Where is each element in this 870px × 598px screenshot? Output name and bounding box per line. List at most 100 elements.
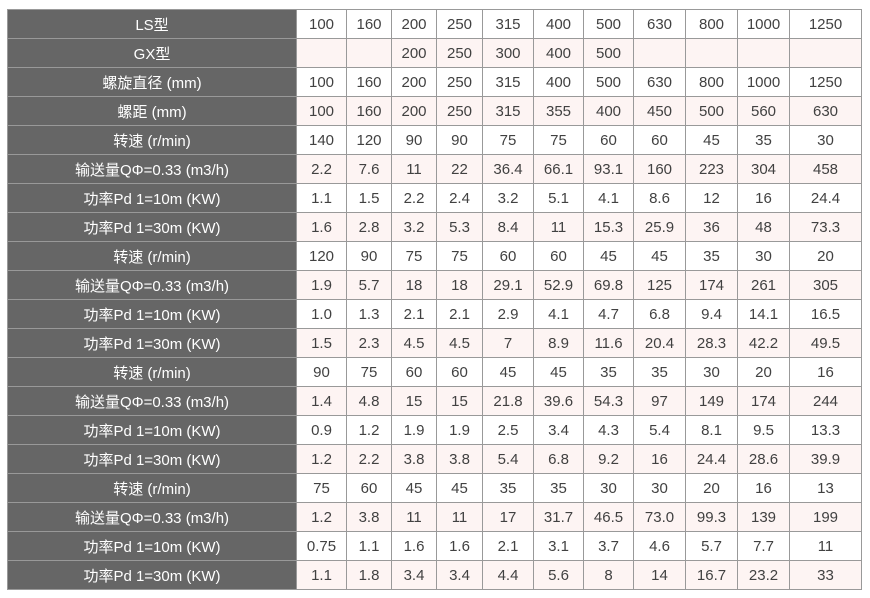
cell: 1000	[737, 67, 790, 97]
cell: 7.6	[346, 154, 392, 184]
cell: 35	[685, 241, 738, 271]
cell: 1.5	[346, 183, 392, 213]
cell: 18	[391, 270, 437, 300]
cell: 45	[391, 473, 437, 503]
cell: 7.7	[737, 531, 790, 561]
cell: 35	[482, 473, 534, 503]
cell: 20	[685, 473, 738, 503]
row-label: LS型	[7, 9, 297, 39]
row-label: 转速 (r/min)	[7, 357, 297, 387]
cell: 630	[633, 9, 686, 39]
cell: 1.1	[296, 560, 347, 590]
cell: 13	[789, 473, 862, 503]
cell: 199	[789, 502, 862, 532]
cell: 15.3	[583, 212, 634, 242]
cell: 500	[583, 9, 634, 39]
cell: 560	[737, 96, 790, 126]
row-label: 功率Pd 1=30m (KW)	[7, 444, 297, 474]
table-row: 转速 (r/min) 75 60 45 45 35 35 30 30 20 16 13	[7, 473, 862, 503]
cell: 160	[346, 96, 392, 126]
cell: 1.9	[391, 415, 437, 445]
cell: 2.1	[436, 299, 483, 329]
cell: 2.2	[346, 444, 392, 474]
cell: 3.2	[391, 212, 437, 242]
cell: 1.9	[296, 270, 347, 300]
cell: 139	[737, 502, 790, 532]
cell: 30	[583, 473, 634, 503]
cell: 66.1	[533, 154, 584, 184]
cell: 400	[583, 96, 634, 126]
cell: 9.2	[583, 444, 634, 474]
cell: 1.6	[296, 212, 347, 242]
cell: 458	[789, 154, 862, 184]
cell: 7	[482, 328, 534, 358]
cell: 28.6	[737, 444, 790, 474]
cell: 174	[685, 270, 738, 300]
row-label: 功率Pd 1=30m (KW)	[7, 560, 297, 590]
cell: 75	[346, 357, 392, 387]
cell: 630	[633, 67, 686, 97]
cell: 5.4	[633, 415, 686, 445]
cell: 23.2	[737, 560, 790, 590]
cell	[685, 38, 738, 68]
table-row: LS型 100 160 200 250 315 400 500 630 800 1000 1250	[7, 9, 862, 39]
cell: 11	[533, 212, 584, 242]
cell: 60	[583, 125, 634, 155]
cell: 4.7	[583, 299, 634, 329]
row-label: 转速 (r/min)	[7, 473, 297, 503]
cell: 75	[391, 241, 437, 271]
cell: 60	[633, 125, 686, 155]
cell: 22	[436, 154, 483, 184]
cell: 500	[685, 96, 738, 126]
cell: 75	[436, 241, 483, 271]
cell: 160	[346, 9, 392, 39]
cell: 305	[789, 270, 862, 300]
cell: 3.4	[436, 560, 483, 590]
cell: 39.6	[533, 386, 584, 416]
cell: 2.1	[391, 299, 437, 329]
cell: 630	[789, 96, 862, 126]
cell: 3.8	[391, 444, 437, 474]
cell: 42.2	[737, 328, 790, 358]
table-row: 功率Pd 1=30m (KW) 1.5 2.3 4.5 4.5 7 8.9 11.6 20.4 2…	[7, 328, 862, 358]
cell	[346, 38, 392, 68]
table-row: 功率Pd 1=10m (KW) 0.75 1.1 1.6 1.6 2.1 3.1 3.7 4.6…	[7, 531, 862, 561]
cell: 4.4	[482, 560, 534, 590]
cell: 52.9	[533, 270, 584, 300]
cell: 1.1	[346, 531, 392, 561]
row-label: 输送量QΦ=0.33 (m3/h)	[7, 502, 297, 532]
cell: 30	[737, 241, 790, 271]
table-row: 转速 (r/min) 120 90 75 75 60 60 45 45 35 30 20	[7, 241, 862, 271]
row-label: 转速 (r/min)	[7, 241, 297, 271]
cell: 100	[296, 67, 347, 97]
cell: 9.5	[737, 415, 790, 445]
cell: 20	[737, 357, 790, 387]
cell: 3.8	[346, 502, 392, 532]
cell: 4.6	[633, 531, 686, 561]
table-row: 转速 (r/min) 90 75 60 60 45 45 35 35 30 20 16	[7, 357, 862, 387]
cell: 16	[737, 473, 790, 503]
cell: 1250	[789, 9, 862, 39]
cell: 30	[633, 473, 686, 503]
cell: 300	[482, 38, 534, 68]
cell: 400	[533, 9, 584, 39]
row-label: 螺距 (mm)	[7, 96, 297, 126]
cell: 1000	[737, 9, 790, 39]
cell: 2.2	[391, 183, 437, 213]
cell: 160	[346, 67, 392, 97]
table-row: 功率Pd 1=30m (KW) 1.2 2.2 3.8 3.8 5.4 6.8 9.2 16 24…	[7, 444, 862, 474]
cell: 315	[482, 67, 534, 97]
row-label: 功率Pd 1=10m (KW)	[7, 531, 297, 561]
cell: 60	[482, 241, 534, 271]
cell: 250	[436, 96, 483, 126]
cell: 500	[583, 38, 634, 68]
cell: 46.5	[583, 502, 634, 532]
cell	[296, 38, 347, 68]
table-row: 转速 (r/min) 140 120 90 90 75 75 60 60 45 35 30	[7, 125, 862, 155]
cell: 149	[685, 386, 738, 416]
cell: 5.1	[533, 183, 584, 213]
cell: 16	[633, 444, 686, 474]
cell: 174	[737, 386, 790, 416]
cell: 69.8	[583, 270, 634, 300]
cell: 5.3	[436, 212, 483, 242]
